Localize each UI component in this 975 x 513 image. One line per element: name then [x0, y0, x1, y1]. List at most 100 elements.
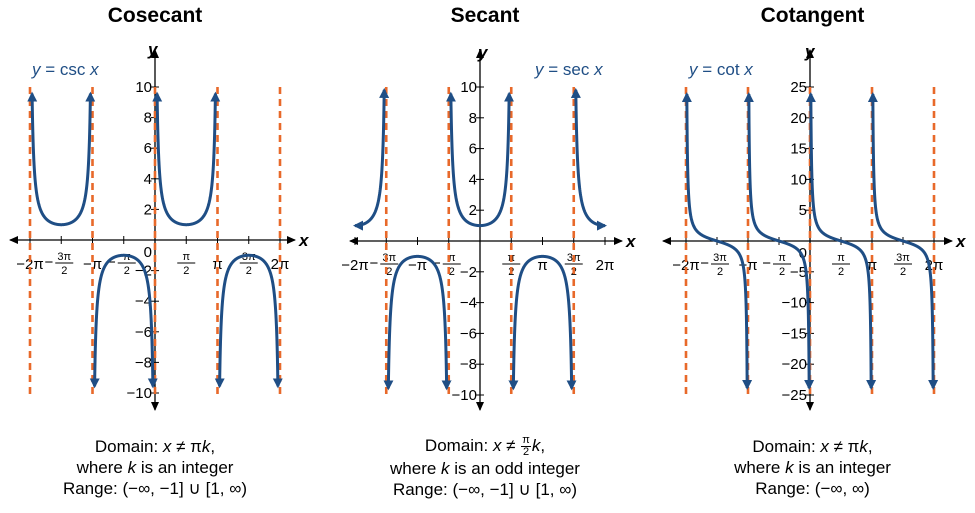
curve-branch [508, 254, 577, 391]
y-tick-label: 10 [135, 79, 152, 96]
svg-text:2π: 2π [596, 257, 615, 274]
curve-branch [383, 254, 452, 391]
curve-branch [681, 91, 753, 390]
svg-text:2π: 2π [271, 256, 290, 273]
panel-cotangent: Cotangent x y −2π −3π 2 −π − π 2 π 2 π 3π 2 2π 25 20 15 10… [655, 0, 970, 513]
y-tick-label: 20 [790, 110, 807, 127]
domain-text: Domain: x ≠ πk, [752, 437, 873, 456]
y-axis-label: y [147, 40, 159, 59]
x-tick-label: π [537, 257, 547, 274]
y-tick-label: −8 [460, 356, 477, 373]
y-tick-label: −10 [127, 385, 152, 402]
svg-text:3π: 3π [242, 251, 256, 263]
y-tick-label: 10 [790, 171, 807, 188]
x-tick-label: −π [83, 256, 102, 273]
svg-text:2: 2 [900, 266, 906, 278]
curve-branch [570, 87, 607, 231]
x-tick-label: π [212, 256, 222, 273]
y-tick-label: 25 [790, 79, 807, 96]
panel-cosecant: Cosecant x y −2π −3π 2 −π − π 2 π 2 π 3π 2 2π 10 8 6 4 2 −2−… [0, 0, 310, 513]
curve-branch [743, 92, 815, 390]
y-tick-label: −4 [135, 293, 152, 310]
y-tick-label: 4 [144, 171, 152, 188]
svg-text:π: π [778, 252, 786, 264]
svg-text:2: 2 [717, 266, 723, 278]
curve-branch [89, 253, 158, 389]
svg-text:3π: 3π [382, 252, 396, 264]
x-tick-label: −2π [341, 257, 368, 274]
curve-branch [214, 253, 283, 389]
svg-text:2: 2 [183, 265, 189, 277]
x-tick-label: 2π [596, 257, 615, 274]
csc-info: Domain: x ≠ πk, where k is an integer Ra… [0, 436, 310, 499]
curve-branch [353, 87, 390, 231]
x-tick-label: −3π 2 [369, 252, 399, 278]
svg-text:π: π [182, 251, 190, 263]
y-tick-label: 10 [460, 79, 477, 96]
x-tick-label: −3π 2 [44, 251, 74, 277]
x-axis-label: x [955, 232, 967, 251]
y-tick-label: −8 [135, 354, 152, 371]
chart-title: Secant [450, 4, 520, 27]
x-axis-label: x [298, 231, 310, 250]
x-tick-label: −3π 2 [700, 252, 729, 278]
y-tick-label: 2 [144, 201, 152, 218]
x-tick-label: −2π [16, 256, 43, 273]
y-tick-label: 5 [799, 202, 807, 219]
svg-text:−π: −π [408, 257, 427, 274]
svg-text:−π: −π [83, 256, 102, 273]
origin-label: 0 [144, 244, 152, 261]
where-text: where k is an integer [76, 458, 234, 477]
curve-branch [867, 92, 939, 391]
chart-title: Cosecant [107, 4, 203, 27]
svg-text:3π: 3π [713, 252, 727, 264]
domain-text: Domain: x ≠ π 2 k, [424, 434, 546, 459]
y-tick-label: −6 [135, 324, 152, 341]
chart-title: Cotangent [760, 4, 865, 27]
svg-text:2: 2 [124, 265, 130, 277]
domain-text: Domain: x ≠ πk, [94, 437, 216, 456]
y-tick-label: 2 [469, 202, 477, 219]
y-tick-label: 6 [144, 140, 152, 157]
y-tick-label: −2 [460, 264, 477, 281]
svg-text:π: π [448, 252, 456, 264]
svg-text:−: − [762, 255, 771, 272]
equation-label: y = cot x [688, 60, 753, 79]
range-text: Range: (−∞, −1] ∪ [1, ∞) [392, 480, 578, 500]
y-tick-label: −15 [782, 325, 807, 342]
sec-info: Domain: x ≠ π 2 k, where k is an odd integ… [330, 434, 640, 500]
y-axis-label: y [477, 43, 489, 62]
svg-text:2: 2 [779, 266, 785, 278]
svg-text:−2π: −2π [16, 256, 43, 273]
svg-text:−: − [107, 254, 116, 271]
x-tick-label: 3π2 [894, 252, 912, 278]
y-tick-label: −20 [782, 356, 807, 373]
svg-text:2: 2 [61, 265, 67, 277]
curve-branch [805, 92, 877, 390]
svg-text:π: π [537, 257, 547, 274]
equation-label: y = sec x [534, 60, 603, 79]
svg-text:−2π: −2π [341, 257, 368, 274]
y-tick-label: −10 [782, 295, 807, 312]
svg-text:2: 2 [246, 265, 252, 277]
y-tick-label: 8 [469, 110, 477, 127]
svg-text:2: 2 [386, 266, 392, 278]
svg-text:−: − [700, 255, 709, 272]
x-tick-label: −π [408, 257, 427, 274]
svg-text:−: − [432, 255, 441, 272]
x-axis-label: x [625, 232, 637, 251]
panel-secant: Secant xy−2π−3π2−π−π2π2π3π22π108642−2−4−… [330, 0, 640, 513]
y-axis-label: y [804, 42, 816, 61]
x-tick-label: π2 [177, 251, 196, 277]
equation-label: y = csc x [31, 60, 99, 79]
range-text: Range: (−∞, ∞) [755, 479, 870, 498]
x-tick-label: − π 2 [432, 252, 461, 278]
where-text: where k is an integer [734, 458, 891, 477]
x-tick-label: 3π2 [239, 251, 258, 277]
y-tick-label: 4 [469, 171, 477, 188]
y-tick-label: 15 [790, 141, 807, 158]
y-tick-label: −10 [452, 387, 477, 404]
x-tick-label: 2π [271, 256, 290, 273]
sec-graph: xy−2π−3π2−π−π2π2π3π22π108642−2−4−6−8−10y… [341, 43, 637, 411]
